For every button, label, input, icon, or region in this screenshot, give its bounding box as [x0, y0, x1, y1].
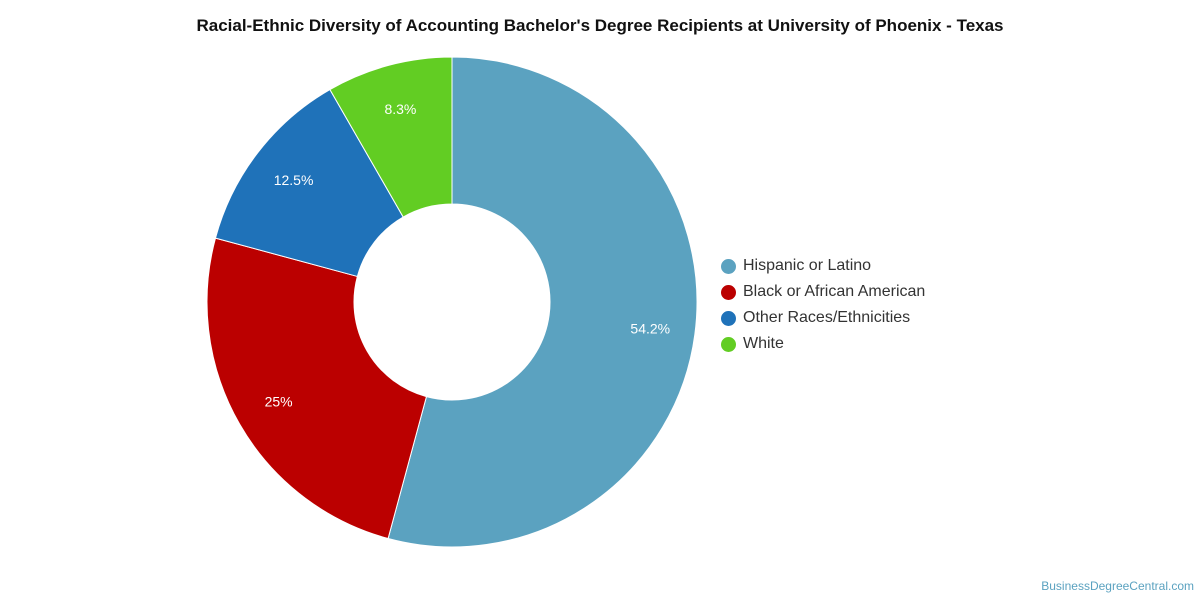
- slice-hispanic-or-latino[interactable]: [387, 56, 698, 548]
- slice-label-hispanic-or-latino: 54.2%: [630, 320, 670, 336]
- legend-label: Other Races/Ethnicities: [743, 309, 911, 326]
- legend-swatch: [721, 258, 736, 274]
- slice-label-other-races-ethnicities: 12.5%: [274, 172, 314, 188]
- legend-swatch: [721, 284, 736, 300]
- source-credit[interactable]: BusinessDegreeCentral.com: [1041, 579, 1194, 593]
- slice-label-white: 8.3%: [384, 101, 416, 117]
- legend-swatch: [721, 336, 736, 352]
- chart-title: Racial-Ethnic Diversity of Accounting Ba…: [196, 16, 1004, 35]
- legend-label: Black or African American: [743, 283, 926, 300]
- legend-item-other-races-ethnicities[interactable]: Other Races/Ethnicities: [721, 305, 925, 331]
- legend-swatch: [721, 310, 736, 326]
- legend-item-black-or-african-american[interactable]: Black or African American: [721, 279, 925, 305]
- legend-item-hispanic-or-latino[interactable]: Hispanic or Latino: [721, 253, 925, 279]
- slice-white[interactable]: [329, 56, 453, 218]
- slice-labels: 54.2% 25% 12.5% 8.3%: [265, 101, 671, 410]
- legend-label: White: [743, 335, 784, 352]
- slice-label-black-or-african-american: 25%: [265, 394, 293, 410]
- legend-label: Hispanic or Latino: [743, 257, 872, 274]
- donut-slices: [206, 56, 698, 548]
- chart-legend: Hispanic or Latino Black or African Ameri…: [721, 253, 925, 357]
- slice-black-or-african-american[interactable]: [206, 237, 428, 540]
- legend-item-white[interactable]: White: [721, 331, 925, 357]
